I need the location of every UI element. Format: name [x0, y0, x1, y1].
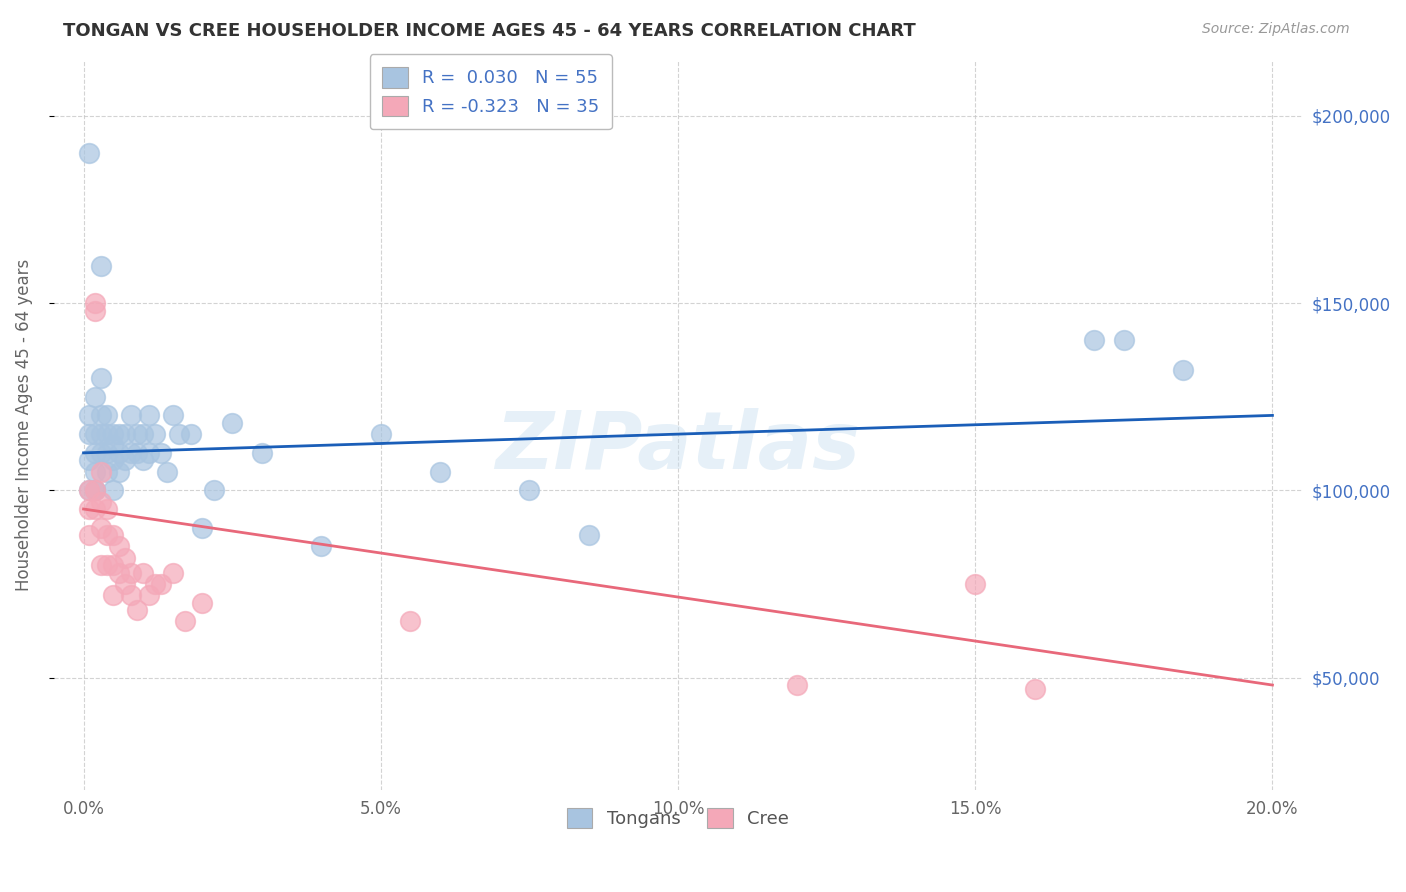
Point: [965, 577, 987, 591]
Point: [103, 438, 125, 452]
Point: [578, 528, 600, 542]
Point: [786, 678, 808, 692]
Point: [132, 427, 155, 442]
Point: [96, 465, 118, 479]
Point: [90, 427, 112, 442]
Point: [149, 446, 172, 460]
Point: [103, 588, 125, 602]
Point: [84, 465, 107, 479]
Point: [84, 483, 107, 498]
Point: [120, 566, 142, 580]
Point: [399, 615, 422, 629]
Point: [132, 566, 155, 580]
Point: [90, 371, 112, 385]
Point: [1083, 334, 1105, 348]
Point: [79, 409, 101, 423]
Point: [108, 427, 131, 442]
Text: ZIPatlas: ZIPatlas: [495, 408, 860, 485]
Point: [96, 409, 118, 423]
Point: [79, 146, 101, 161]
Point: [1024, 681, 1046, 696]
Point: [138, 446, 160, 460]
Point: [90, 259, 112, 273]
Point: [84, 446, 107, 460]
Point: [79, 427, 101, 442]
Point: [114, 550, 136, 565]
Point: [125, 603, 148, 617]
Point: [370, 427, 392, 442]
Point: [143, 577, 166, 591]
Point: [79, 483, 101, 498]
Point: [84, 303, 107, 318]
Point: [149, 577, 172, 591]
Point: [120, 409, 142, 423]
Point: [191, 521, 214, 535]
Point: [120, 588, 142, 602]
Point: [84, 427, 107, 442]
Point: [138, 588, 160, 602]
Legend: Tongans, Cree: Tongans, Cree: [560, 800, 796, 836]
Point: [162, 409, 184, 423]
Point: [90, 558, 112, 573]
Point: [120, 446, 142, 460]
Point: [429, 465, 451, 479]
Point: [108, 566, 131, 580]
Text: TONGAN VS CREE HOUSEHOLDER INCOME AGES 45 - 64 YEARS CORRELATION CHART: TONGAN VS CREE HOUSEHOLDER INCOME AGES 4…: [63, 22, 917, 40]
Y-axis label: Householder Income Ages 45 - 64 years: Householder Income Ages 45 - 64 years: [15, 259, 32, 591]
Point: [90, 409, 112, 423]
Point: [90, 494, 112, 508]
Point: [202, 483, 225, 498]
Point: [114, 453, 136, 467]
Point: [90, 465, 112, 479]
Point: [1112, 334, 1135, 348]
Point: [519, 483, 541, 498]
Point: [103, 453, 125, 467]
Point: [79, 528, 101, 542]
Point: [125, 427, 148, 442]
Point: [143, 427, 166, 442]
Point: [84, 483, 107, 498]
Point: [96, 558, 118, 573]
Point: [173, 615, 195, 629]
Point: [96, 427, 118, 442]
Point: [103, 528, 125, 542]
Point: [96, 502, 118, 516]
Point: [79, 483, 101, 498]
Point: [156, 465, 179, 479]
Point: [132, 453, 155, 467]
Point: [114, 427, 136, 442]
Point: [250, 446, 273, 460]
Point: [103, 427, 125, 442]
Point: [79, 502, 101, 516]
Point: [180, 427, 202, 442]
Point: [84, 390, 107, 404]
Point: [84, 483, 107, 498]
Point: [191, 596, 214, 610]
Point: [138, 409, 160, 423]
Point: [90, 521, 112, 535]
Point: [311, 540, 333, 554]
Point: [221, 416, 243, 430]
Point: [108, 446, 131, 460]
Point: [167, 427, 190, 442]
Point: [103, 558, 125, 573]
Point: [79, 453, 101, 467]
Point: [114, 577, 136, 591]
Point: [108, 465, 131, 479]
Point: [84, 502, 107, 516]
Point: [96, 528, 118, 542]
Point: [108, 540, 131, 554]
Point: [96, 446, 118, 460]
Point: [84, 296, 107, 310]
Text: Source: ZipAtlas.com: Source: ZipAtlas.com: [1202, 22, 1350, 37]
Point: [90, 446, 112, 460]
Point: [103, 483, 125, 498]
Point: [125, 446, 148, 460]
Point: [162, 566, 184, 580]
Point: [1173, 363, 1195, 377]
